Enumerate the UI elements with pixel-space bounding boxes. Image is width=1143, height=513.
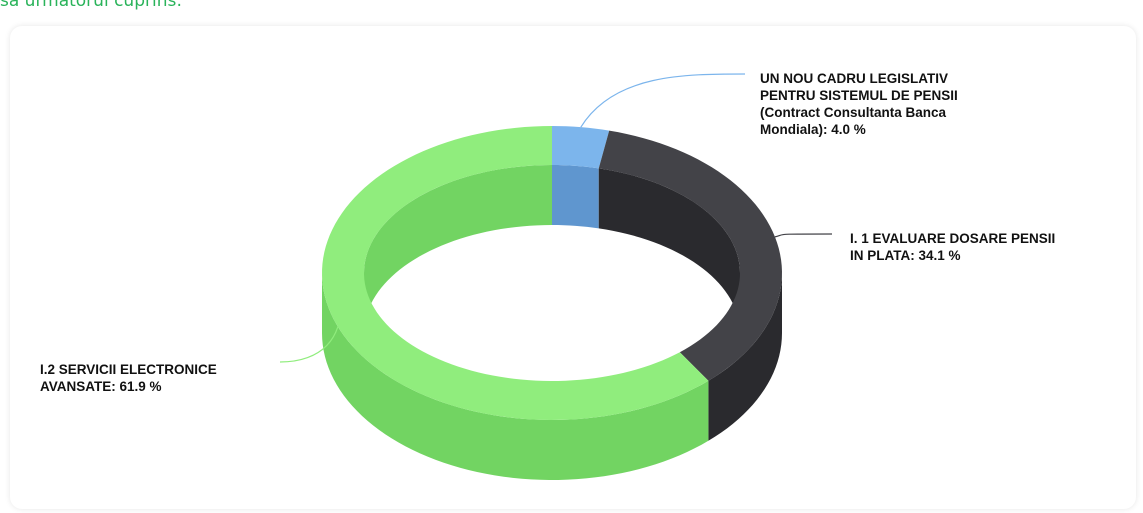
slice-inner-wall	[552, 165, 599, 229]
slice-outer-wall	[322, 273, 709, 480]
donut-slices	[322, 126, 782, 420]
connector-line	[580, 73, 746, 128]
connector-line	[774, 233, 833, 238]
slice-label-evaluare-dosare: I. 1 EVALUARE DOSARE PENSII IN PLATA: 34…	[850, 231, 1056, 263]
slice-inner-wall	[598, 168, 740, 333]
slice-2	[322, 126, 709, 420]
donut-3d-sides	[322, 165, 782, 480]
slice-0	[552, 126, 610, 169]
connector-line	[279, 326, 339, 363]
slice-outer-wall	[708, 273, 782, 441]
slice-inner-wall	[364, 165, 552, 333]
header-text: sa urmatorul cuprins:	[0, 0, 183, 11]
slice-label-servicii-electronice: I.2 SERVICII ELECTRONICE AVANSATE: 61.9 …	[40, 362, 217, 394]
slice-1	[598, 130, 782, 381]
label-connectors	[279, 73, 833, 363]
slice-label-cadru-legislativ: UN NOU CADRU LEGISLATIV PENTRU SISTEMUL …	[760, 71, 958, 137]
